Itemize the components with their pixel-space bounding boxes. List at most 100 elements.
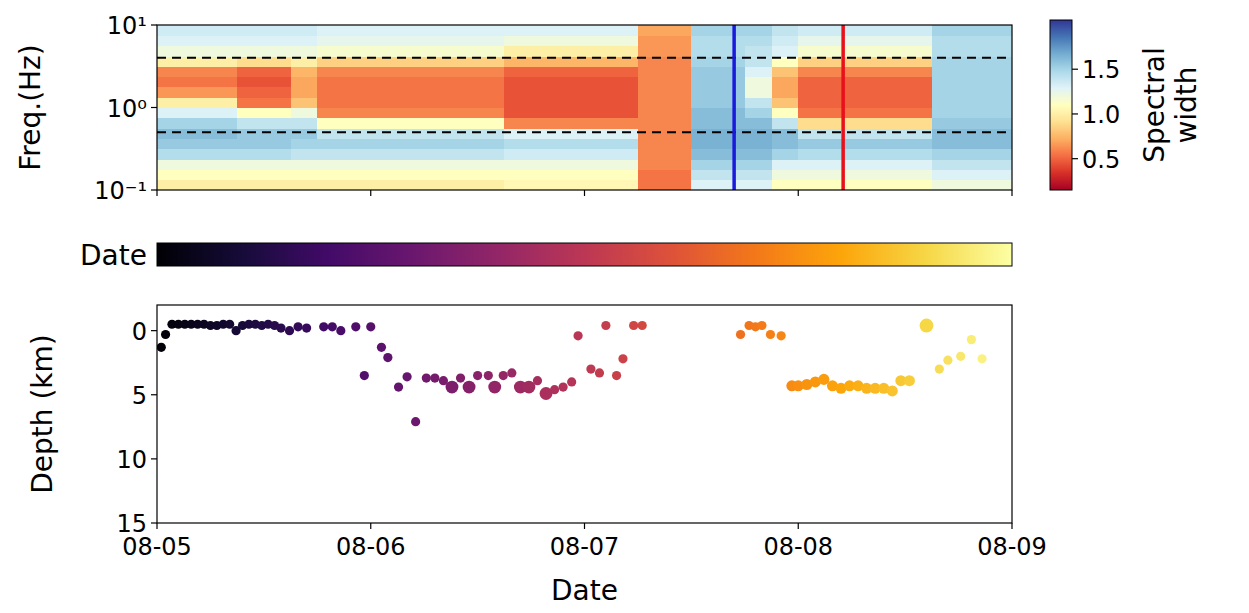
heatmap-cell (210, 118, 237, 129)
heatmap-cell (424, 180, 451, 190)
heatmap-cell (184, 46, 211, 57)
heatmap-cell (424, 66, 451, 77)
heatmap-cell (558, 159, 585, 170)
heatmap-cell (932, 25, 959, 36)
heatmap-cell (371, 108, 398, 119)
heatmap-cell (852, 169, 879, 180)
heatmap-cell (932, 118, 959, 129)
heatmap-cell (932, 35, 959, 46)
scatter-point (360, 371, 369, 380)
heatmap-cell (985, 87, 1012, 98)
heatmap-cell (317, 66, 344, 77)
heatmap-cell (852, 35, 879, 46)
heatmap-cell (424, 138, 451, 149)
heatmap-cell (184, 87, 211, 98)
heatmap-cell (611, 108, 638, 119)
heatmap-cell (638, 87, 665, 98)
heatmap-cell (210, 169, 237, 180)
heatmap-cell (772, 46, 799, 57)
heatmap-cell (665, 66, 692, 77)
heatmap-cell (210, 180, 237, 190)
heatmap-cell (798, 25, 825, 36)
heatmap-cell (691, 66, 718, 77)
heatmap-cell (264, 97, 291, 108)
heatmap-cell (932, 128, 959, 139)
scatter-point (977, 354, 986, 363)
heatmap-cell (665, 138, 692, 149)
heatmap-cell (237, 87, 264, 98)
heatmap-cell (397, 97, 424, 108)
heatmap-cell (371, 118, 398, 129)
heatmap-cell (344, 149, 371, 160)
heatmap-cell (344, 87, 371, 98)
heatmap-cell (585, 108, 612, 119)
scatter-point (383, 353, 392, 362)
scatter-point (904, 375, 915, 386)
heatmap-cell (585, 46, 612, 57)
heatmap-cell (264, 118, 291, 129)
heatmap-cell (585, 25, 612, 36)
heatmap-cell (718, 118, 745, 129)
heatmap-cell (237, 159, 264, 170)
scatter-point (507, 368, 516, 377)
scatter-point (567, 377, 576, 386)
heatmap-cell (478, 180, 505, 190)
heatmap-cell (959, 128, 986, 139)
heatmap-cell (531, 149, 558, 160)
heatmap-cell (691, 169, 718, 180)
heatmap-cell (157, 87, 184, 98)
scatter-point (328, 322, 337, 331)
heatmap-cell (397, 180, 424, 190)
heatmap-cell (291, 97, 318, 108)
heatmap-cell (825, 35, 852, 46)
heatmap-cell (291, 46, 318, 57)
heatmap-cell (772, 87, 799, 98)
heatmap-cell (291, 128, 318, 139)
scatter-point (887, 385, 898, 396)
heatmap-cell (638, 159, 665, 170)
heatmap-cell (878, 180, 905, 190)
heatmap-cell (585, 66, 612, 77)
heatmap-cell (878, 35, 905, 46)
heatmap-cell (985, 180, 1012, 190)
heatmap-cell (772, 25, 799, 36)
heatmap-cell (905, 118, 932, 129)
heatmap-cell (558, 46, 585, 57)
heatmap-cell (264, 128, 291, 139)
heatmap-cell (878, 46, 905, 57)
heatmap-cell (157, 46, 184, 57)
heatmap-cell (585, 77, 612, 88)
heatmap-cell (210, 138, 237, 149)
heatmap-cell (825, 97, 852, 108)
heatmap-cell (905, 87, 932, 98)
scatter-points (157, 319, 987, 427)
heatmap-cell (184, 35, 211, 46)
heatmap-cell (451, 149, 478, 160)
x-tick-label: 08-07 (550, 533, 620, 561)
heatmap-cell (665, 25, 692, 36)
heatmap-cell (184, 97, 211, 108)
scatter-point (612, 371, 621, 380)
heatmap-cell (905, 46, 932, 57)
heatmap-cell (210, 25, 237, 36)
heatmap-cell (825, 149, 852, 160)
heatmap-cell (825, 77, 852, 88)
heatmap-cell (157, 149, 184, 160)
scatter-point (550, 385, 559, 394)
heatmap-cell (291, 180, 318, 190)
y-tick-label: 10 (116, 446, 147, 474)
heatmap-cell (291, 87, 318, 98)
colorbar-tick-label: 1.5 (1082, 56, 1120, 84)
scatter-point (573, 331, 582, 340)
heatmap-cell (504, 97, 531, 108)
heatmap-cell (264, 138, 291, 149)
heatmap-cell (371, 35, 398, 46)
heatmap-cell (611, 138, 638, 149)
heatmap-cell (691, 138, 718, 149)
heatmap-cell (665, 46, 692, 57)
colorbar-title-line: Spectral (1138, 47, 1171, 163)
heatmap-cell (531, 118, 558, 129)
heatmap-cell (531, 138, 558, 149)
heatmap-cell (210, 159, 237, 170)
heatmap-cell (691, 180, 718, 190)
